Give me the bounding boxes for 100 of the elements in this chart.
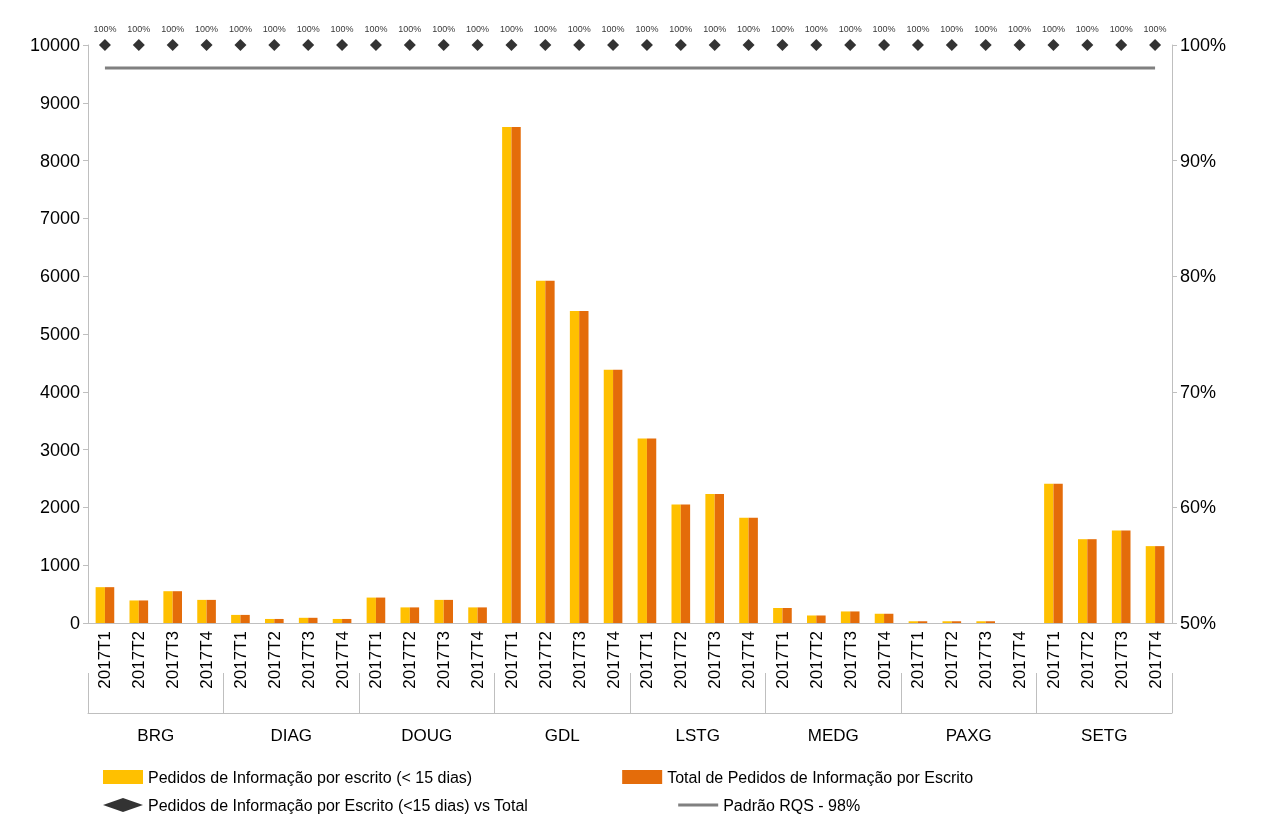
x-tick-label: 2017T2	[671, 631, 691, 689]
y2-tick-label: 100%	[1180, 35, 1227, 55]
y-tick-label: 0	[69, 613, 80, 633]
bar	[1121, 530, 1131, 623]
bar	[613, 369, 623, 623]
x-tick-label: 2017T4	[1010, 631, 1030, 689]
x-tick-label: 2017T3	[1111, 631, 1131, 689]
bar	[163, 591, 173, 623]
bar	[782, 607, 792, 623]
y-tick-label: 3000	[39, 439, 80, 460]
text: SETG	[1081, 726, 1128, 745]
x-tick-label: 2017T3	[163, 631, 183, 689]
bar	[545, 280, 555, 623]
data-label: 100%	[567, 23, 591, 34]
bar	[671, 504, 681, 623]
data-label: 100%	[432, 23, 456, 34]
x-tick-label: 2017T1	[1043, 631, 1063, 689]
bar	[400, 607, 410, 623]
text: LSTG	[675, 726, 720, 745]
text: MEDG	[807, 726, 859, 745]
y2-tick-label: 70%	[1180, 381, 1217, 402]
text: PAXG	[945, 726, 992, 745]
data-label: 100%	[669, 23, 693, 34]
data-label: 100%	[161, 23, 185, 34]
x-tick-label: 2017T1	[501, 631, 521, 689]
bar	[1053, 483, 1063, 623]
x-tick-label: 2017T3	[434, 631, 454, 689]
bar	[342, 618, 352, 623]
bar	[298, 617, 309, 623]
data-label: 100%	[1075, 23, 1099, 34]
y-tick-label: 10000	[29, 35, 80, 55]
data-label: 100%	[838, 23, 862, 34]
bar	[104, 587, 115, 623]
bar	[1078, 539, 1088, 623]
bar	[197, 599, 207, 623]
bar	[748, 517, 758, 623]
x-tick-label: 2017T4	[468, 631, 488, 689]
x-tick-label: 2017T1	[366, 631, 386, 689]
x-tick-label: 2017T1	[95, 631, 115, 689]
bar	[502, 127, 512, 623]
bar	[443, 599, 453, 623]
x-tick-label: 2017T4	[603, 631, 623, 689]
bar	[95, 587, 105, 623]
y-tick-label: 1000	[39, 555, 80, 576]
x-tick-label: 2017T4	[1145, 631, 1165, 689]
y-tick-label: 7000	[39, 208, 80, 229]
bar	[206, 599, 216, 623]
data-label: 100%	[737, 23, 761, 34]
x-tick-label: 2017T3	[840, 631, 860, 689]
text: DIAG	[270, 726, 313, 745]
bar	[138, 600, 149, 623]
x-tick-label: 2017T2	[264, 631, 284, 689]
data-label: 100%	[93, 23, 117, 34]
x-tick-label: 2017T3	[569, 631, 589, 689]
bar	[569, 310, 580, 623]
bar	[1087, 539, 1097, 623]
data-label: 100%	[533, 23, 557, 34]
y2-tick-label: 50%	[1180, 613, 1217, 633]
bar	[705, 494, 715, 623]
bar	[308, 617, 318, 623]
bar	[884, 613, 894, 623]
bar	[1111, 530, 1122, 623]
data-label: 100%	[296, 23, 320, 34]
y-tick-label: 9000	[39, 92, 80, 113]
x-tick-label: 2017T2	[806, 631, 826, 689]
x-tick-label: 2017T2	[129, 631, 149, 689]
data-label: 100%	[1041, 23, 1065, 34]
legend-label: Pedidos de Informação por escrito (< 15 dias)	[148, 768, 473, 786]
legend-label: Total de Pedidos de Informação por Escrito	[667, 768, 974, 786]
x-tick-label: 2017T4	[874, 631, 894, 689]
data-label: 100%	[1143, 23, 1167, 34]
bar	[240, 614, 250, 623]
y-tick-label: 5000	[39, 324, 80, 344]
data-label: 100%	[974, 23, 998, 34]
bar	[231, 614, 241, 623]
bar	[807, 615, 817, 623]
bar	[773, 607, 783, 623]
data-label: 100%	[364, 23, 388, 34]
data-label: 100%	[398, 23, 422, 34]
x-tick-label: 2017T2	[1077, 631, 1097, 689]
y-tick-label: 2000	[39, 497, 80, 518]
data-label: 100%	[872, 23, 896, 34]
y-tick-label: 8000	[39, 150, 80, 171]
bar	[840, 611, 851, 623]
bar	[680, 504, 691, 623]
y2-tick-label: 90%	[1180, 150, 1217, 171]
bar	[468, 607, 478, 623]
data-label: 100%	[499, 23, 523, 34]
data-label: 100%	[262, 23, 286, 34]
bar	[332, 618, 343, 623]
x-tick-label: 2017T1	[637, 631, 657, 689]
data-label: 100%	[906, 23, 930, 34]
x-tick-label: 2017T4	[197, 631, 217, 689]
bar	[714, 494, 724, 623]
bar	[409, 607, 420, 623]
x-tick-label: 2017T3	[298, 631, 318, 689]
data-label: 100%	[770, 23, 794, 34]
text: DOUG	[401, 726, 453, 745]
bar	[172, 591, 182, 623]
data-label: 100%	[127, 23, 151, 34]
